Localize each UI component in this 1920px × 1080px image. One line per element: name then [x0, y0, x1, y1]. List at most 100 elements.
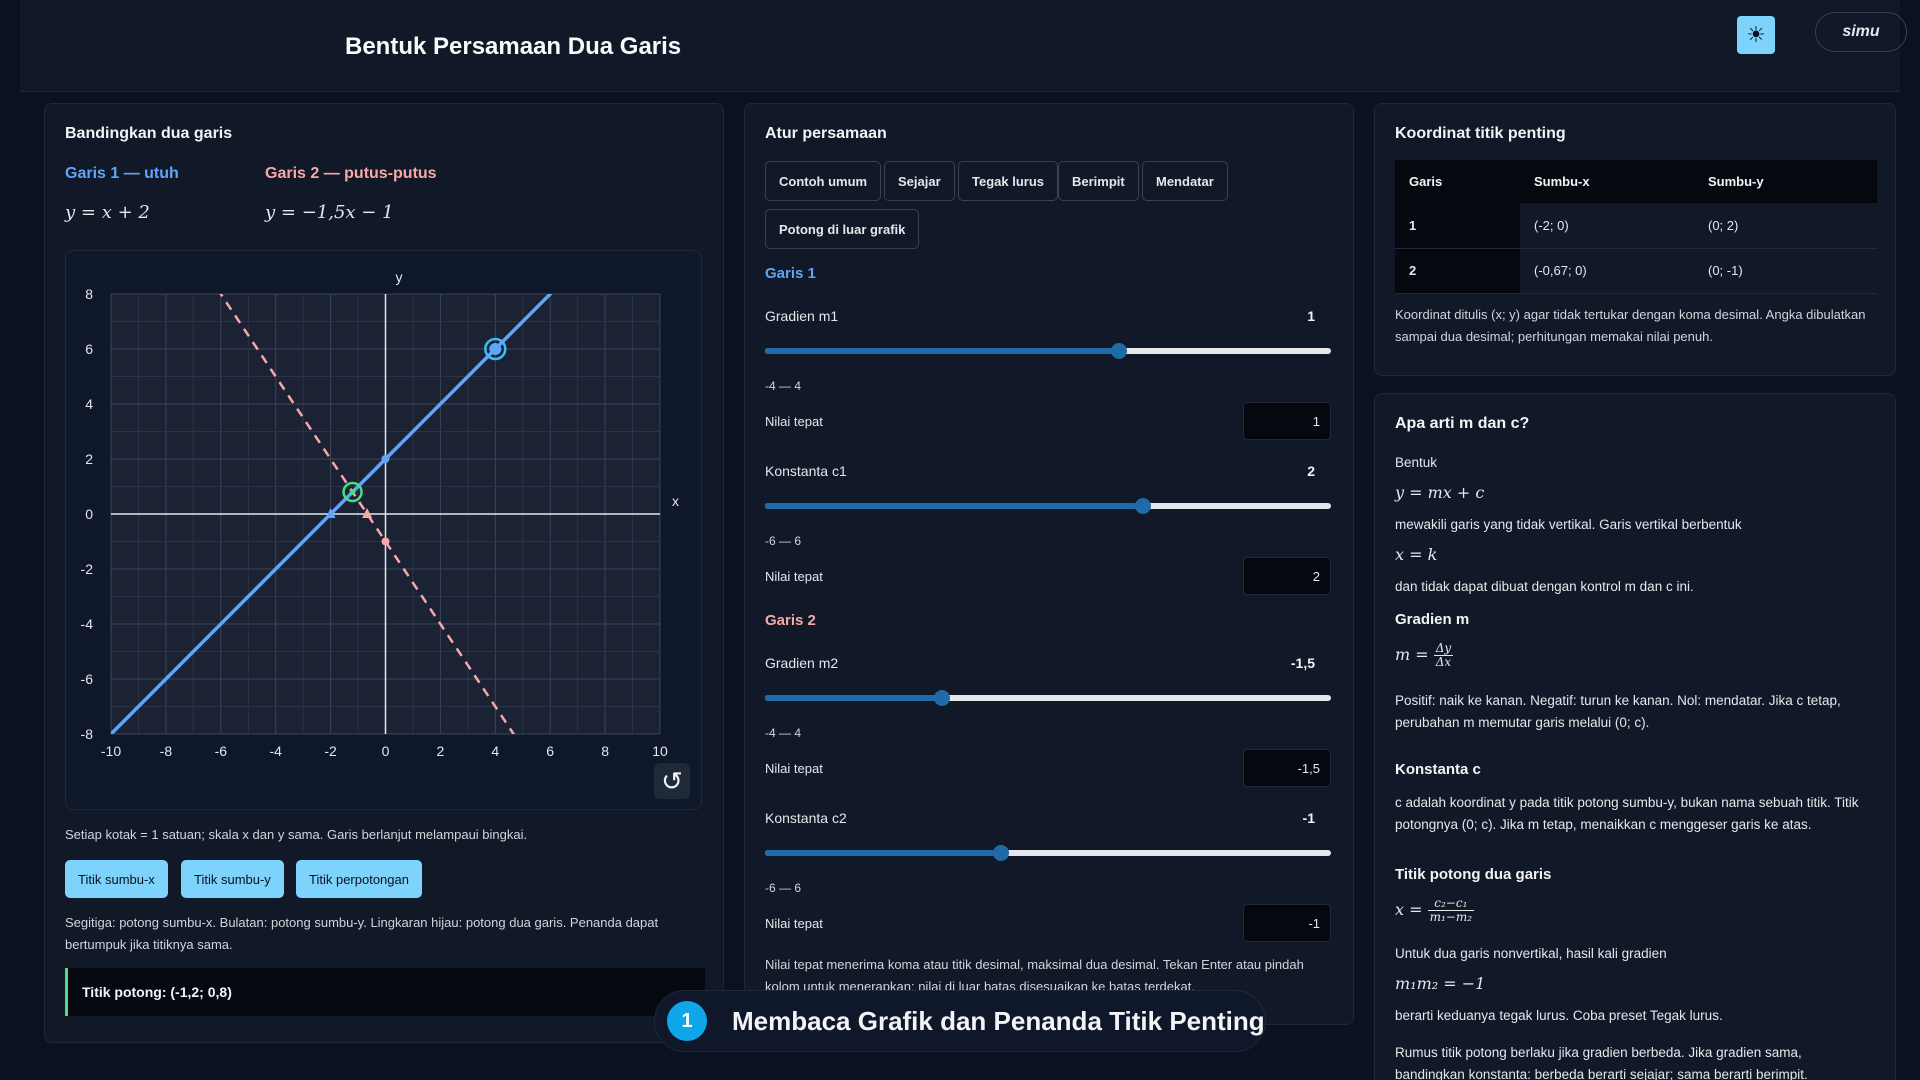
general-equation: y = mx + c	[1395, 483, 1485, 502]
theme-toggle-button[interactable]: ☀	[1737, 16, 1775, 54]
perpendicular-condition: m₁m₂ = −1	[1395, 974, 1486, 993]
drag-handle-ring	[484, 337, 507, 361]
preset-tegak-lurus[interactable]: Tegak lurus	[958, 161, 1059, 201]
c1-slider[interactable]	[765, 498, 1331, 514]
slider-fill	[765, 348, 1119, 354]
garis1-heading: Garis 1	[765, 265, 816, 282]
formula-lhs: x =	[1395, 900, 1423, 919]
table-cell: (-0,67; 0)	[1520, 248, 1694, 294]
m1-slider[interactable]	[765, 343, 1331, 359]
card-title: Koordinat titik penting	[1395, 125, 1566, 142]
intersection-result: Titik potong: (-1,2; 0,8)	[65, 968, 705, 1016]
graph-panel: -10 -8 -6 -4 -2 0 2 4 6 8 10 8 6 4 2 0 -2 -4 -6 -8 x y ↺	[65, 250, 702, 810]
y-tick-label: -8	[81, 726, 94, 742]
section-heading: Titik potong dua garis	[1395, 866, 1552, 883]
vertical-equation: x = k	[1395, 545, 1438, 564]
line-graph[interactable]: -10 -8 -6 -4 -2 0 2 4 6 8 10 8 6 4 2 0 -2 -4 -6 -8 x y	[66, 251, 703, 811]
exact-label: Nilai tepat	[765, 916, 823, 931]
coordinates-table: Garis Sumbu-x Sumbu-y 1 (-2; 0) (0; 2) 2…	[1395, 160, 1877, 294]
exact-label: Nilai tepat	[765, 414, 823, 429]
y-axis-label: y	[396, 269, 403, 285]
step-title: Membaca Grafik dan Penanda Titik Penting	[732, 1005, 1265, 1036]
app-header: Bentuk Persamaan Dua Garis ☀ simu	[20, 0, 1907, 92]
show-y-intercept-button[interactable]: Titik sumbu-y	[181, 860, 284, 898]
grid-note: Setiap kotak = 1 satuan; skala x dan y s…	[65, 827, 528, 842]
drag-handle[interactable]	[489, 343, 502, 355]
preset-sejajar[interactable]: Sejajar	[884, 161, 955, 201]
line2-label: Garis 2 — putus-putus	[265, 165, 437, 182]
range-text: -6 — 6	[765, 534, 802, 548]
x-tick-label: 6	[546, 743, 554, 759]
m2-exact-input[interactable]	[1243, 749, 1331, 787]
step-badge: 1	[667, 1001, 707, 1041]
c2-exact-input[interactable]	[1243, 904, 1331, 942]
x-tick-label: 0	[382, 743, 390, 759]
x-tick-label: 8	[601, 743, 609, 759]
sun-icon: ☀	[1746, 22, 1766, 47]
fraction-denominator: Δx	[1435, 655, 1452, 669]
intersection-dot	[349, 489, 356, 495]
line2-equation: y = −1,5x − 1	[265, 202, 394, 223]
x-axis-label: x	[672, 493, 679, 509]
preset-berimpit[interactable]: Berimpit	[1058, 161, 1139, 201]
simu-logo[interactable]: simu	[1815, 12, 1907, 52]
x-intercept-marker	[325, 508, 336, 518]
info-paragraph: mewakili garis yang tidak vertikal. Gari…	[1395, 517, 1742, 532]
key-coordinates-card: Koordinat titik penting Garis Sumbu-x Su…	[1374, 103, 1896, 376]
info-paragraph: Rumus titik potong berlaku jika gradien …	[1395, 1045, 1808, 1080]
step-banner: 1 Membaca Grafik dan Penanda Titik Penti…	[654, 990, 1266, 1052]
info-paragraph: Positif: naik ke kanan. Negatif: turun k…	[1395, 693, 1841, 730]
table-header-row: Garis Sumbu-x Sumbu-y	[1395, 160, 1877, 203]
c1-exact-input[interactable]	[1243, 557, 1331, 595]
control-label: Konstanta c1	[765, 463, 847, 479]
m2-slider[interactable]	[765, 690, 1331, 706]
reset-icon: ↺	[661, 765, 683, 796]
info-paragraph: berarti keduanya tegak lurus. Coba prese…	[1395, 1008, 1723, 1023]
slider-thumb[interactable]	[1134, 498, 1151, 514]
m1-exact-input[interactable]	[1243, 402, 1331, 440]
intersection-formula: x = c₂−c₁ m₁−m₂	[1395, 897, 1475, 924]
x-tick-label: -4	[269, 743, 282, 759]
info-paragraph: Untuk dua garis nonvertikal, hasil kali …	[1395, 946, 1667, 961]
info-paragraph: Bentuk	[1395, 455, 1438, 470]
range-text: -4 — 4	[765, 726, 802, 740]
preset-contoh-umum[interactable]: Contoh umum	[765, 161, 882, 201]
card-title: Atur persamaan	[765, 125, 887, 142]
fraction-numerator: Δy	[1433, 641, 1454, 656]
slider-fill	[765, 695, 942, 701]
range-text: -4 — 4	[765, 379, 802, 393]
reset-view-button[interactable]: ↺	[654, 763, 690, 799]
table-cell: (0; 2)	[1694, 203, 1877, 249]
intersection-marker	[342, 481, 363, 503]
x-intercept-marker	[362, 508, 373, 518]
marker-legend-note: Segitiga: potong sumbu-x. Bulatan: poton…	[65, 915, 659, 952]
table-cell: (0; -1)	[1694, 248, 1877, 294]
control-value: 2	[1307, 463, 1315, 479]
slider-thumb[interactable]	[1110, 343, 1127, 359]
slider-thumb[interactable]	[933, 690, 950, 706]
table-note: Koordinat ditulis (x; y) agar tidak tert…	[1395, 307, 1866, 344]
section-heading: Gradien m	[1395, 611, 1470, 628]
x-tick-label: 2	[437, 743, 445, 759]
control-value: -1	[1302, 810, 1315, 826]
line1-label: Garis 1 — utuh	[65, 165, 179, 182]
preset-potong-di-luar-grafik[interactable]: Potong di luar grafik	[765, 209, 920, 249]
preset-mendatar[interactable]: Mendatar	[1142, 161, 1228, 201]
x-tick-label: -8	[160, 743, 173, 759]
y-intercept-marker	[381, 455, 390, 463]
show-intersection-button[interactable]: Titik perpotongan	[296, 860, 422, 898]
column-header: Sumbu-x	[1520, 160, 1694, 203]
x-tick-label: 10	[652, 743, 668, 759]
show-x-intercept-button[interactable]: Titik sumbu-x	[65, 860, 168, 898]
c2-slider[interactable]	[765, 845, 1331, 861]
page-title: Bentuk Persamaan Dua Garis	[345, 33, 682, 60]
range-text: -6 — 6	[765, 881, 802, 895]
formula-lhs: m =	[1395, 645, 1429, 664]
table-cell: 1	[1395, 203, 1520, 249]
y-tick-label: -2	[81, 561, 94, 577]
card-title: Apa arti m dan c?	[1395, 415, 1530, 432]
slider-thumb[interactable]	[993, 845, 1010, 861]
card-title: Bandingkan dua garis	[65, 125, 233, 142]
column-header: Sumbu-y	[1694, 160, 1877, 203]
y-tick-label: 6	[85, 341, 93, 357]
